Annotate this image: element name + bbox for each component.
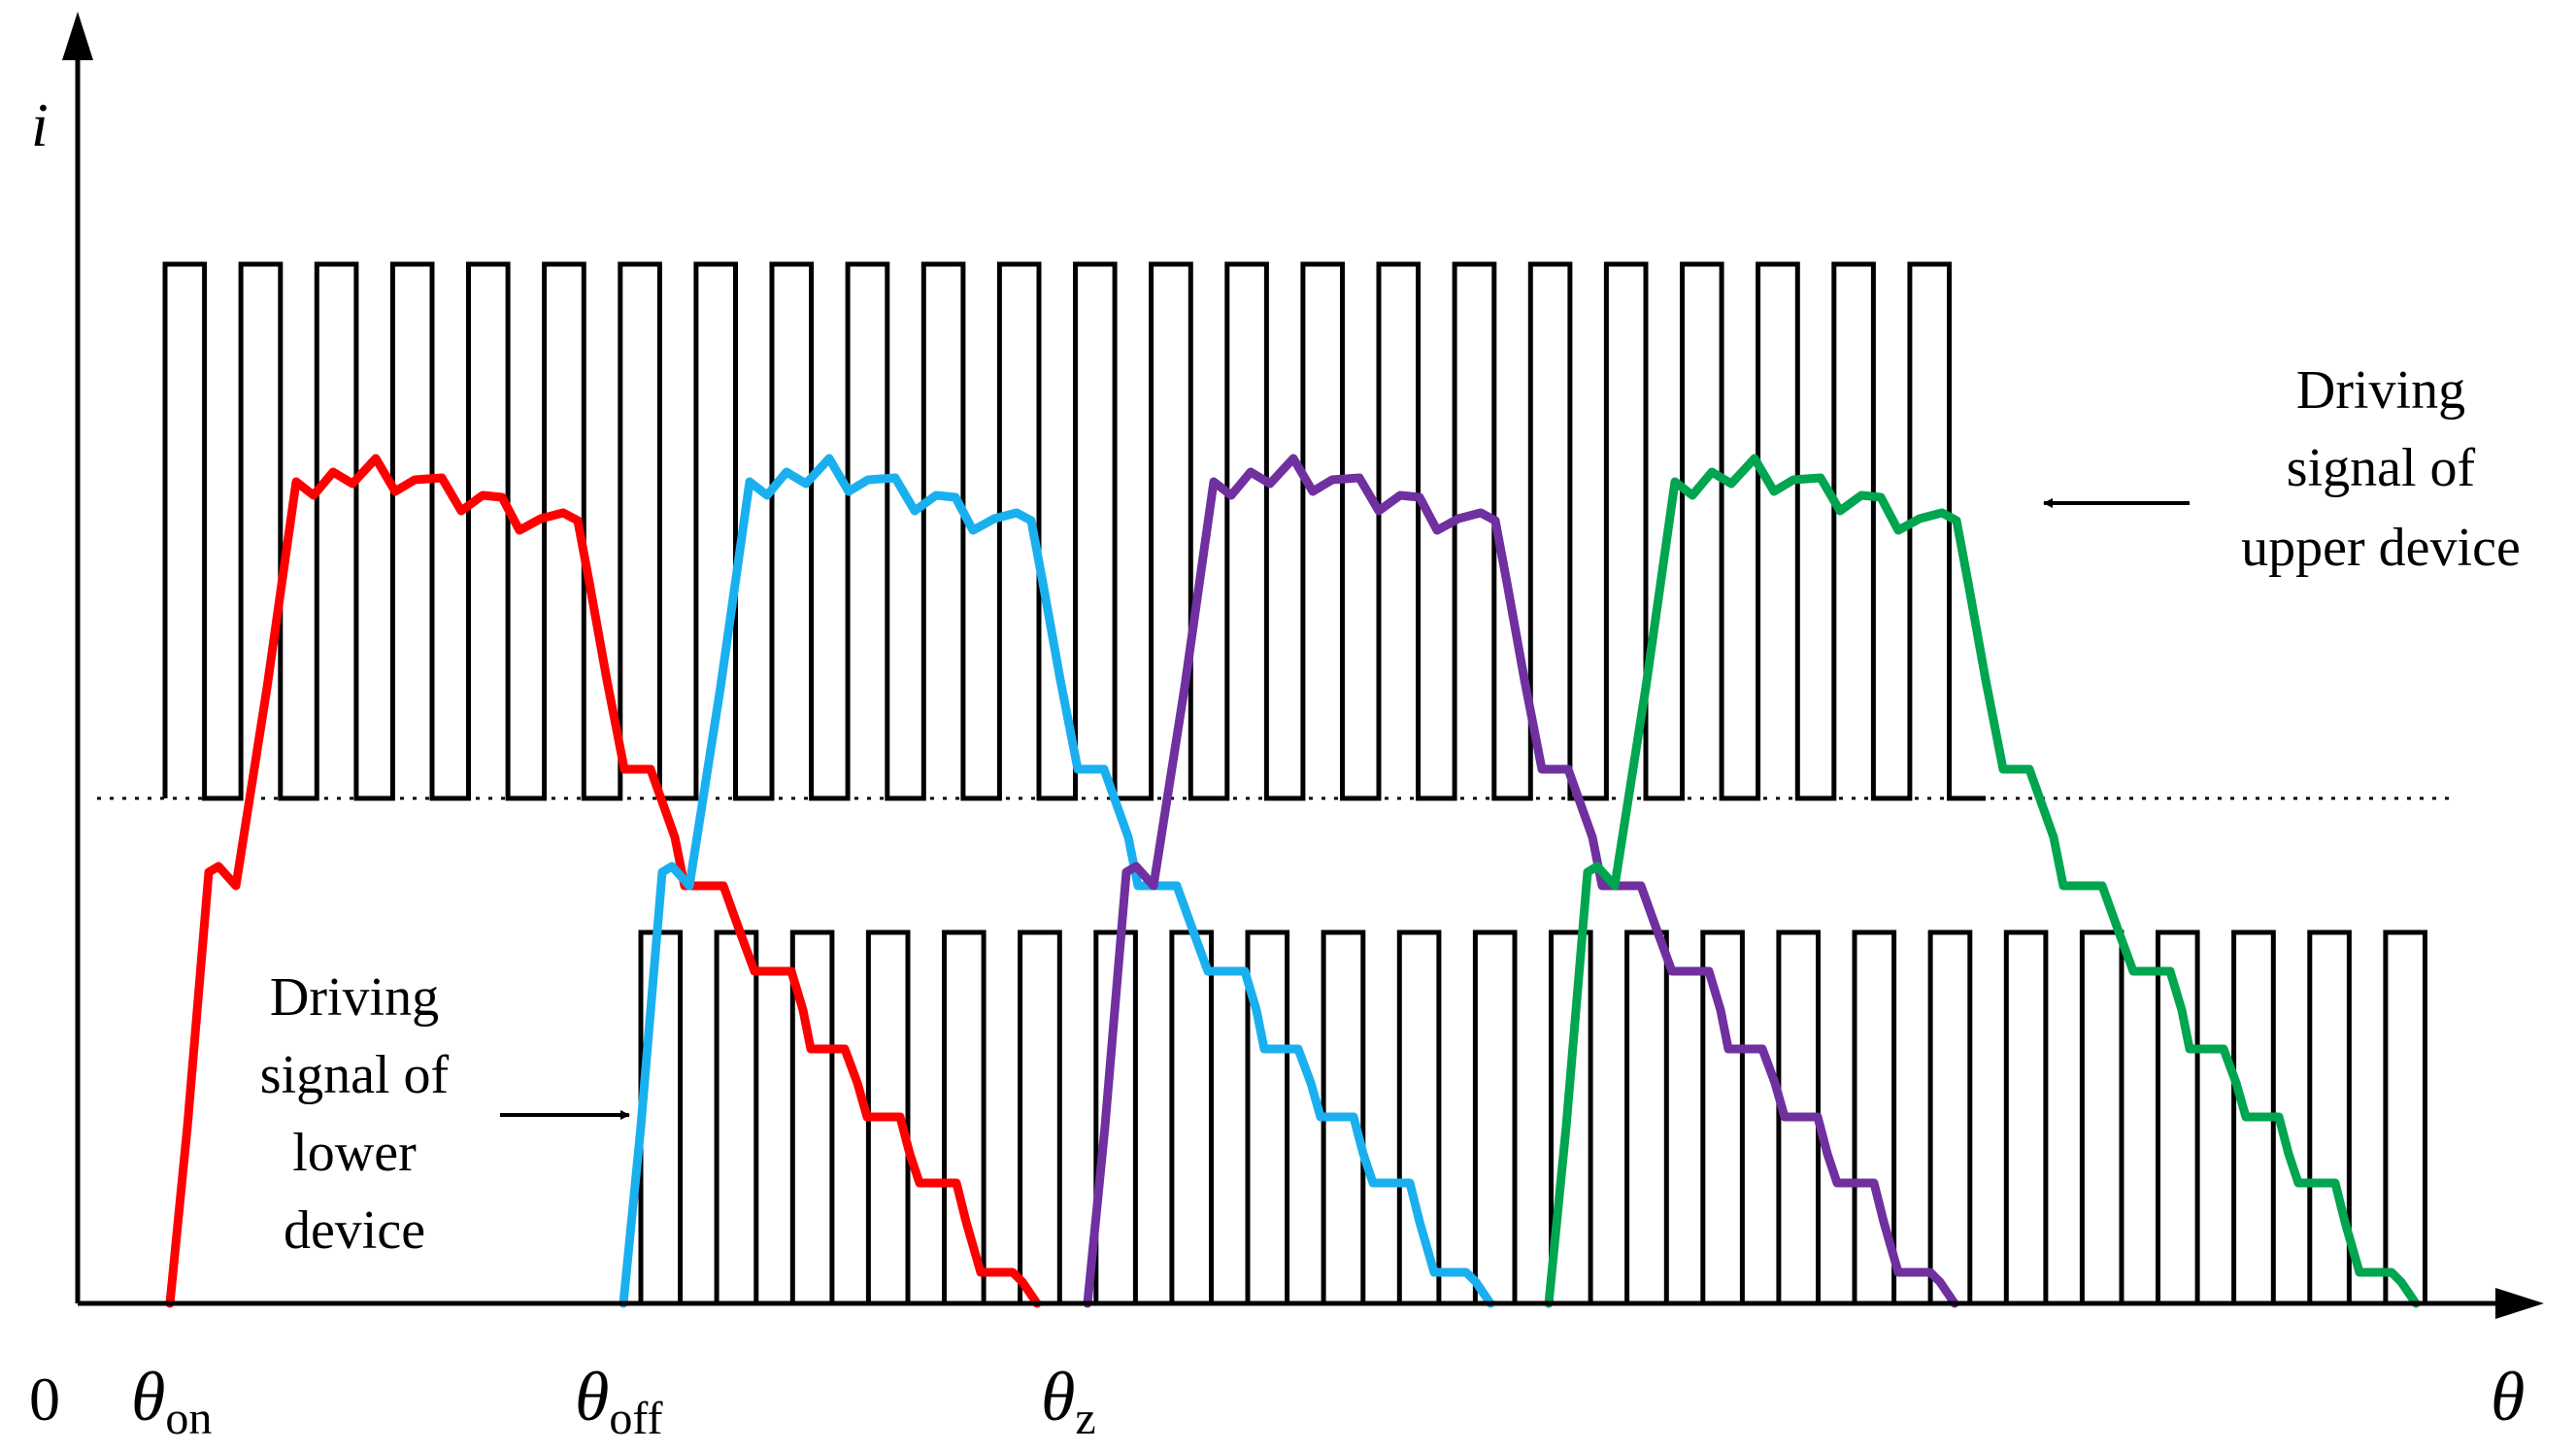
lower-annotation-line-1: Driving — [270, 967, 439, 1028]
phase-current-curve-3 — [1083, 454, 1959, 1308]
upper-pwm-pulse-train — [162, 261, 1986, 801]
origin-label: 0 — [29, 1365, 60, 1434]
x-axis-label: θ — [2491, 1358, 2525, 1435]
theta-z-label: θz — [1041, 1358, 1096, 1444]
lower-annotation-line-2: signal of — [260, 1045, 450, 1105]
phase-current-curve-2 — [619, 454, 1495, 1308]
upper-annotation-line-2: signal of — [2287, 438, 2476, 498]
upper-device-pwm-signal — [162, 261, 1986, 801]
phase-current-curve-4 — [1544, 454, 2421, 1308]
lower-annotation-line-4: device — [284, 1200, 425, 1261]
theta-on-label: θon — [131, 1358, 212, 1444]
upper-annotation-line-1: Driving — [2296, 360, 2465, 421]
phase-current-curves — [165, 454, 2421, 1308]
upper-annotation-line-3: upper device — [2241, 518, 2521, 578]
phase-current-curve-1 — [165, 454, 1042, 1308]
upper-device-annotation: Driving signal of upper device — [2043, 360, 2521, 578]
lower-device-annotation: Driving signal of lower device — [260, 967, 630, 1261]
lower-annotation-line-3: lower — [292, 1123, 417, 1183]
x-axis-arrowhead — [2495, 1288, 2544, 1319]
theta-off-label: θoff — [575, 1358, 662, 1444]
y-axis-label: i — [31, 90, 49, 159]
y-axis-arrowhead — [62, 12, 93, 60]
